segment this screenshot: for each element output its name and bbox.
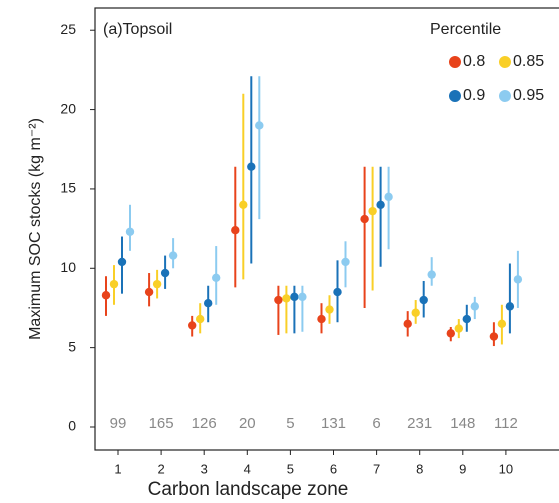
count-label: 99 bbox=[110, 415, 127, 432]
point bbox=[144, 287, 154, 297]
legend-label: 0.95 bbox=[513, 87, 544, 104]
count-label: 165 bbox=[149, 415, 174, 432]
x-axis-title: Carbon landscape zone bbox=[148, 479, 349, 500]
legend-label: 0.8 bbox=[463, 53, 485, 70]
x-tick-label: 9 bbox=[459, 461, 466, 476]
point bbox=[109, 279, 119, 289]
legend-marker bbox=[449, 90, 461, 102]
point bbox=[403, 319, 412, 329]
point bbox=[505, 302, 515, 311]
point bbox=[196, 314, 205, 324]
point bbox=[282, 294, 291, 303]
count-label: 131 bbox=[321, 415, 346, 432]
point bbox=[239, 200, 248, 209]
plot-frame bbox=[94, 7, 559, 451]
legend-marker bbox=[499, 90, 511, 102]
point bbox=[427, 270, 436, 279]
point bbox=[360, 214, 369, 224]
point bbox=[325, 305, 334, 314]
point bbox=[101, 291, 111, 300]
point bbox=[454, 324, 463, 333]
point bbox=[212, 273, 221, 283]
panel-label: (a)Topsoil bbox=[103, 21, 172, 38]
legend-title: Percentile bbox=[430, 21, 501, 38]
point bbox=[419, 295, 428, 305]
x-tick-label: 7 bbox=[373, 461, 380, 476]
x-tick-label: 8 bbox=[416, 461, 423, 476]
point bbox=[513, 275, 523, 284]
y-axis-title: Maximum SOC stocks (kg m⁻²) bbox=[27, 118, 44, 340]
point bbox=[274, 295, 283, 305]
point bbox=[462, 314, 471, 324]
count-label: 112 bbox=[494, 415, 518, 432]
point bbox=[489, 332, 499, 341]
x-tick-label: 1 bbox=[114, 461, 121, 476]
point bbox=[204, 298, 213, 308]
x-tick-label: 5 bbox=[287, 461, 294, 476]
count-label: 231 bbox=[407, 415, 432, 432]
count-label: 6 bbox=[372, 415, 380, 432]
y-tick-label: 20 bbox=[60, 100, 76, 116]
point bbox=[255, 121, 264, 130]
point bbox=[117, 257, 127, 267]
point bbox=[168, 251, 178, 260]
y-tick-label: 10 bbox=[60, 259, 76, 275]
count-label: 20 bbox=[239, 415, 256, 432]
point bbox=[470, 302, 479, 311]
legend-marker bbox=[449, 56, 461, 68]
point bbox=[368, 206, 377, 216]
point bbox=[497, 319, 507, 329]
point bbox=[160, 268, 170, 278]
y-tick-label: 0 bbox=[68, 418, 76, 434]
x-tick-label: 2 bbox=[157, 461, 164, 476]
point bbox=[333, 287, 342, 297]
point bbox=[411, 308, 420, 317]
point bbox=[290, 292, 299, 302]
y-tick-label: 5 bbox=[68, 338, 76, 354]
legend-label: 0.85 bbox=[513, 53, 544, 70]
point bbox=[376, 200, 385, 209]
point bbox=[317, 314, 326, 324]
point bbox=[231, 225, 240, 235]
point bbox=[125, 227, 135, 236]
y-tick-label: 25 bbox=[60, 21, 76, 37]
point bbox=[188, 321, 197, 330]
point bbox=[446, 329, 455, 338]
count-label: 148 bbox=[450, 415, 475, 432]
point bbox=[152, 279, 162, 289]
point bbox=[247, 162, 256, 171]
y-tick-label: 15 bbox=[60, 180, 76, 196]
x-tick-label: 4 bbox=[244, 461, 251, 476]
legend-label: 0.9 bbox=[463, 87, 485, 104]
count-label: 5 bbox=[286, 415, 294, 432]
count-label: 126 bbox=[192, 415, 217, 432]
legend-marker bbox=[499, 56, 511, 68]
x-tick-label: 6 bbox=[330, 461, 337, 476]
x-tick-label: 10 bbox=[499, 461, 513, 476]
point bbox=[341, 257, 350, 267]
point bbox=[384, 192, 393, 202]
point bbox=[298, 292, 307, 302]
x-tick-label: 3 bbox=[201, 461, 208, 476]
